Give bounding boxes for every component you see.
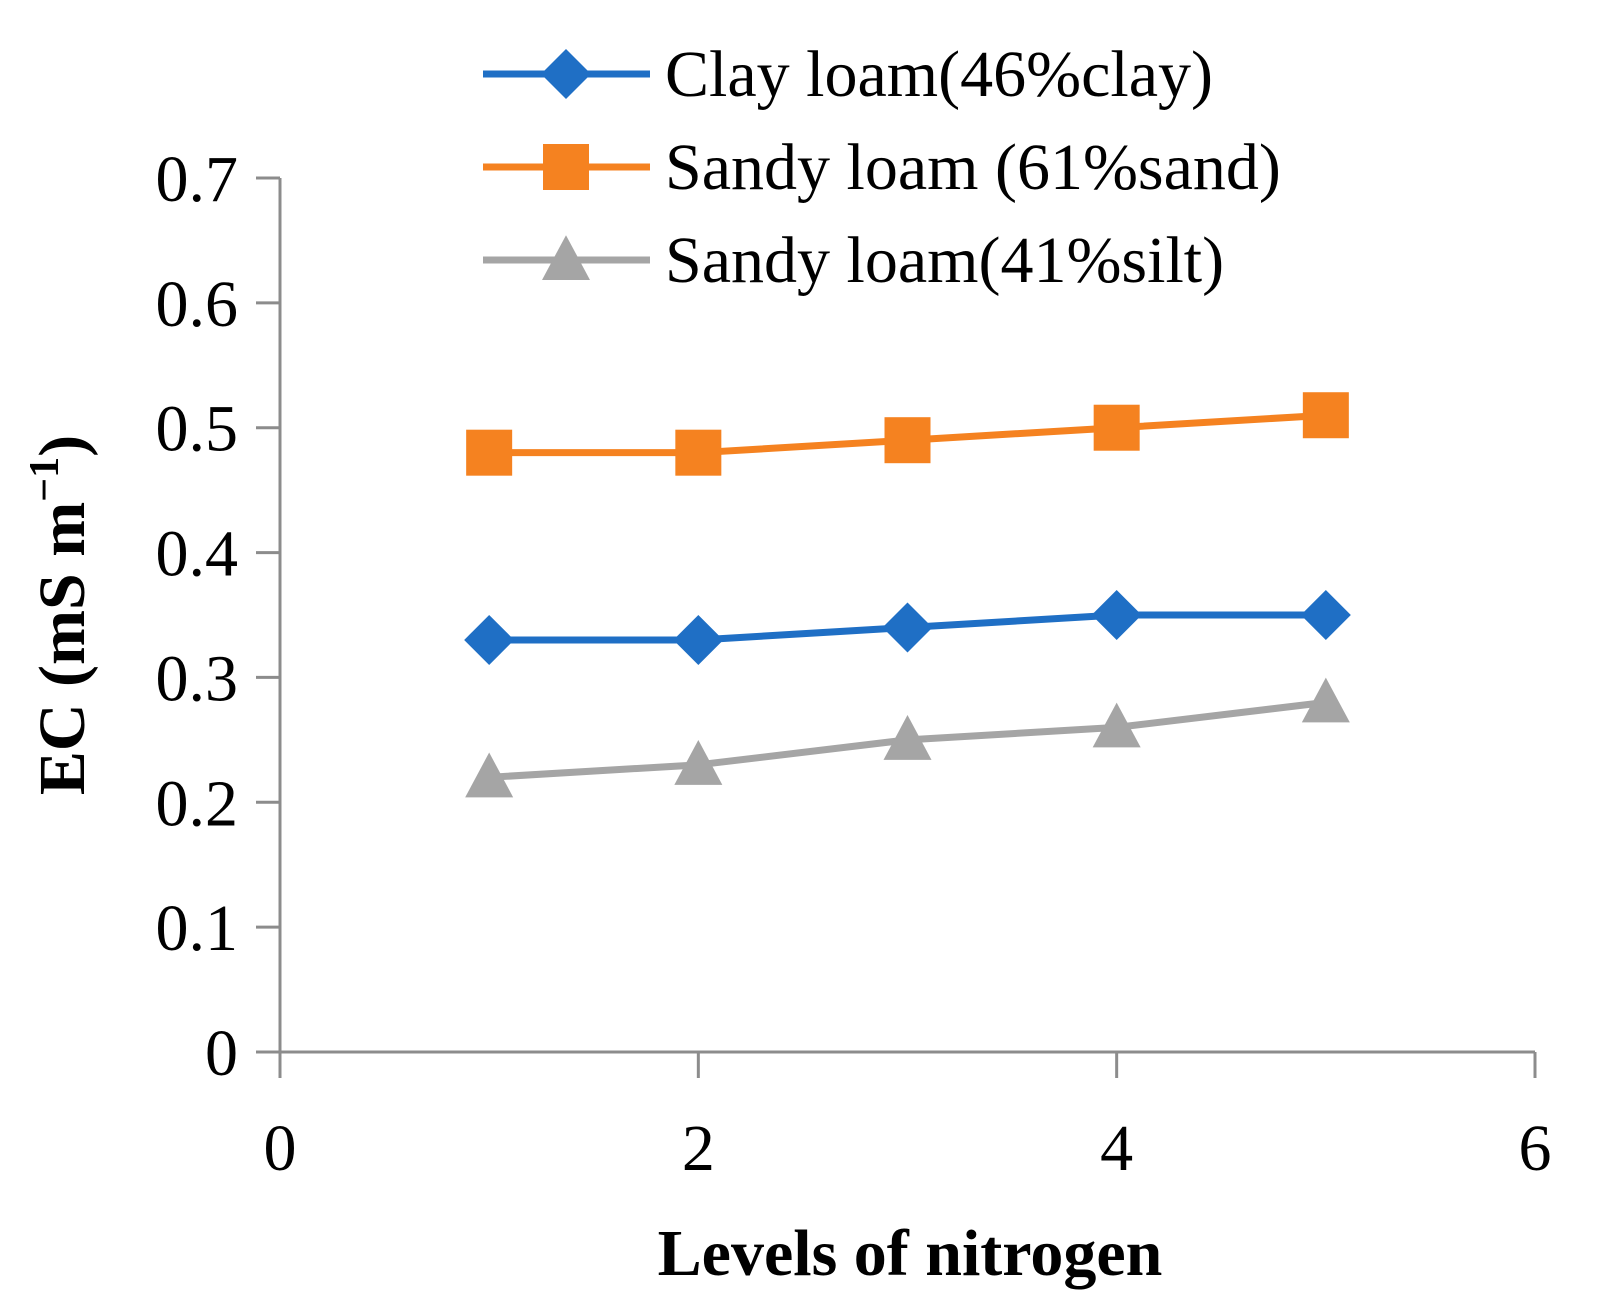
legend-item: Sandy loam (61%sand): [483, 131, 1281, 204]
y-tick-label: 0.7: [156, 143, 239, 216]
y-tick-label: 0.1: [156, 892, 239, 965]
y-tick-label: 0.3: [156, 642, 239, 715]
legend-label: Sandy loam(41%silt): [665, 224, 1224, 297]
y-tick-label: 0.5: [156, 393, 239, 466]
data-point: [466, 429, 513, 476]
x-ticks: 0 2 4 6: [264, 1052, 1552, 1185]
y-axis-title: EC (mS m−1): [22, 435, 99, 795]
series-2: [466, 392, 1349, 476]
series-layer: [464, 392, 1351, 798]
y-ticks: 0 0.1 0.2 0.3 0.4 0.5 0.6 0.7: [156, 143, 280, 1090]
axes: [256, 178, 1535, 1054]
legend-marker: [541, 49, 591, 99]
x-axis-title: Levels of nitrogen: [658, 1217, 1163, 1290]
y-axis-title-superscript: −1: [22, 457, 68, 502]
y-tick-label: 0.6: [156, 268, 239, 341]
data-point: [884, 417, 931, 464]
legend-item: Sandy loam(41%silt): [483, 224, 1224, 297]
legend-label: Sandy loam (61%sand): [665, 131, 1281, 204]
x-tick-label: 2: [682, 1112, 715, 1185]
data-point: [1301, 677, 1350, 723]
y-tick-label: 0: [205, 1017, 238, 1090]
legend-marker: [543, 144, 589, 190]
legend-item: Clay loam(46%clay): [483, 38, 1213, 111]
series-1: [464, 590, 1351, 665]
y-tick-label: 0.4: [156, 518, 239, 591]
data-point: [675, 429, 722, 476]
data-point: [883, 715, 932, 760]
legend-label: Clay loam(46%clay): [665, 38, 1213, 111]
data-point: [674, 740, 723, 785]
legend-marker: [542, 235, 590, 280]
x-tick-label: 0: [264, 1112, 297, 1185]
x-tick-label: 4: [1100, 1112, 1133, 1185]
data-point: [464, 614, 515, 665]
data-point: [1092, 702, 1141, 748]
legend: Clay loam(46%clay) Sandy loam (61%sand) Sa…: [483, 38, 1281, 297]
data-point: [1302, 392, 1349, 439]
y-tick-label: 0.2: [156, 767, 239, 840]
data-point: [882, 602, 933, 653]
series-3: [465, 677, 1350, 798]
y-axis-title-close: ): [26, 435, 99, 457]
data-point: [673, 614, 724, 665]
x-tick-label: 6: [1519, 1112, 1552, 1185]
data-point: [1300, 590, 1351, 640]
data-point: [1091, 590, 1142, 640]
data-point: [1093, 404, 1140, 451]
y-axis-title-main: EC (mS m: [26, 502, 99, 795]
data-point: [465, 752, 514, 798]
